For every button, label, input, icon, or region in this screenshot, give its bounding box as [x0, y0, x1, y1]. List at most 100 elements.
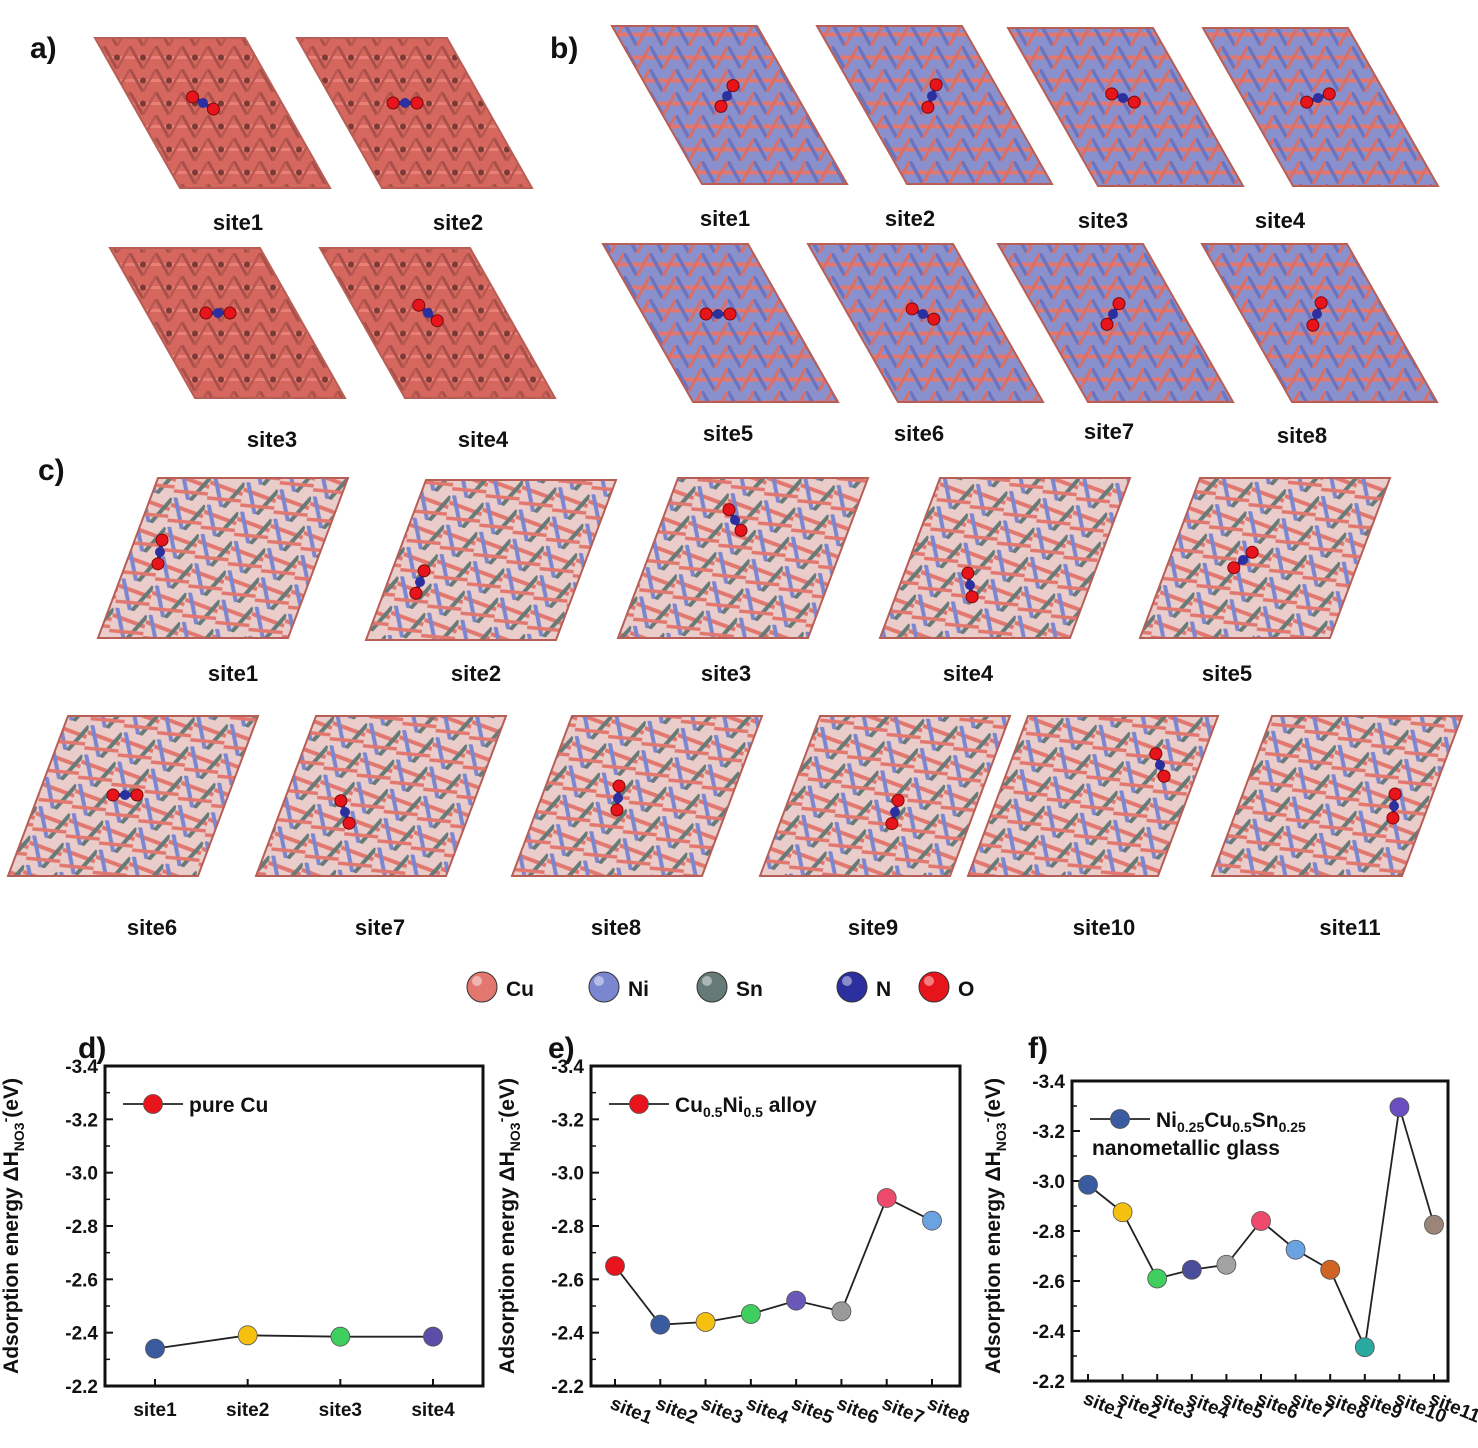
chart-0: d) -2.2 -2.4 -2.6 -2.8 -3.0 -3.2 -3.4 Adsorption…	[0, 1032, 485, 1421]
glass-structure-site3	[616, 477, 870, 639]
site-label-c: site11	[1319, 915, 1380, 940]
y-tick-label: -3.2	[65, 1110, 98, 1131]
cuni-structure-site6	[806, 243, 1045, 403]
site-label-b: site5	[703, 421, 753, 446]
data-point-site5	[1216, 1254, 1237, 1275]
panel-label: f)	[1028, 1032, 1048, 1065]
cuni-structure-site7	[996, 243, 1235, 403]
atom-legend-label: O	[958, 978, 974, 1001]
y-tick-label: -2.8	[65, 1217, 98, 1238]
glass-structure-site4	[878, 477, 1132, 639]
y-tick-label: -2.2	[551, 1377, 584, 1398]
atom-legend-sn: Sn	[696, 971, 763, 1003]
atom-swatch	[918, 971, 950, 1003]
x-tick-label: site6	[834, 1393, 882, 1429]
glass-structure-site11	[1210, 715, 1464, 877]
x-tick-label: site1	[133, 1400, 177, 1421]
glass-structure-site1	[96, 477, 350, 639]
chart-legend: pure Cu	[123, 1094, 268, 1117]
atom-legend-n: N	[836, 971, 891, 1003]
data-point-site2	[237, 1325, 258, 1346]
atom-legend-label: Sn	[736, 978, 763, 1001]
data-point-site3	[695, 1312, 716, 1332]
data-point-site7	[1285, 1239, 1306, 1260]
data-point-site6	[1251, 1211, 1271, 1231]
series-line	[154, 1334, 433, 1350]
atom-swatch	[836, 971, 868, 1003]
site-label-c: site9	[848, 915, 898, 940]
glass-structure-site7	[254, 715, 508, 877]
legend-marker	[143, 1094, 163, 1114]
glass-structure-site2	[364, 479, 618, 641]
panel-label: d)	[78, 1032, 106, 1065]
chart-1: e) -2.2 -2.4 -2.6 -2.8 -3.0 -3.2 -3.4 Adsorption…	[493, 1032, 972, 1429]
site-label-b: site7	[1084, 419, 1134, 444]
data-point-site3	[1147, 1268, 1168, 1289]
data-point-site1	[145, 1338, 165, 1359]
y-tick-label: -3.4	[1032, 1072, 1065, 1093]
site-label-c: site10	[1073, 915, 1135, 940]
y-tick-label: -2.6	[65, 1270, 98, 1291]
x-tick-label: site3	[319, 1400, 362, 1421]
atom-legend-o: O	[918, 971, 974, 1003]
x-tick-label: site4	[743, 1393, 791, 1429]
site-label-a: site2	[433, 210, 483, 235]
pure-cu-structure-site1	[93, 37, 332, 189]
atom-legend-label: N	[876, 978, 891, 1001]
x-tick-label: site3	[698, 1393, 746, 1429]
y-axis-label: Adsorption energy ΔHNO3-(eV)	[493, 1078, 523, 1374]
legend-text: Cu0.5Ni0.5 alloy	[675, 1094, 817, 1120]
y-tick-label: -2.4	[1032, 1322, 1065, 1343]
data-point-site8	[922, 1210, 942, 1231]
data-point-site6	[831, 1301, 852, 1322]
y-axis-label: Adsorption energy ΔHNO3-(eV)	[0, 1078, 27, 1374]
data-point-site4	[740, 1304, 761, 1324]
site-label-c: site8	[591, 915, 641, 940]
data-point-site11	[1424, 1214, 1444, 1235]
site-label-c: site4	[943, 661, 994, 686]
cuni-structure-site1	[610, 25, 849, 185]
y-tick-label: -2.8	[1032, 1222, 1065, 1243]
site-label-a: site4	[458, 427, 509, 452]
cuni-structure-site3	[1006, 27, 1245, 187]
cuni-structure-site8	[1200, 243, 1439, 403]
y-axis-label: Adsorption energy ΔHNO3-(eV)	[979, 1078, 1009, 1374]
data-point-site3	[330, 1326, 351, 1347]
data-point-site7	[876, 1188, 897, 1208]
legend-marker	[1110, 1109, 1130, 1129]
site-label-b: site6	[894, 421, 944, 446]
legend-marker	[629, 1094, 649, 1114]
site-label-c: site7	[355, 915, 405, 940]
chart-2: f) -2.2 -2.4 -2.6 -2.8 -3.0 -3.2 -3.4 Adsorption…	[979, 1032, 1478, 1428]
x-tick-label: site2	[226, 1400, 269, 1421]
data-point-site10	[1389, 1097, 1410, 1118]
series-line	[614, 1196, 933, 1326]
y-tick-label: -2.8	[551, 1217, 584, 1238]
data-point-site1	[1078, 1174, 1098, 1195]
site-label-b: site3	[1078, 208, 1128, 233]
panel-label-b: b)	[550, 32, 578, 65]
site-label-a: site1	[213, 210, 263, 235]
x-tick-label: site5	[788, 1393, 836, 1429]
data-point-site4	[423, 1326, 443, 1347]
atom-swatch	[466, 971, 498, 1003]
site-label-b: site1	[700, 206, 750, 231]
glass-structure-site6	[6, 715, 260, 877]
atom-swatch	[588, 971, 620, 1003]
cuni-structure-site4	[1201, 27, 1440, 187]
data-point-site2	[650, 1314, 671, 1335]
site-label-b: site2	[885, 206, 935, 231]
glass-structure-site8	[510, 715, 764, 877]
data-point-site1	[605, 1256, 625, 1276]
y-tick-label: -3.0	[1032, 1172, 1065, 1193]
data-point-site2	[1112, 1202, 1133, 1223]
site-label-c: site3	[701, 661, 751, 686]
panel-label: e)	[548, 1032, 575, 1065]
y-tick-label: -3.2	[1032, 1122, 1065, 1143]
y-tick-label: -2.2	[1032, 1372, 1065, 1393]
y-tick-label: -2.4	[551, 1324, 584, 1345]
legend-text-2: nanometallic glass	[1092, 1137, 1280, 1160]
x-tick-label: site2	[652, 1393, 700, 1429]
data-point-site5	[786, 1290, 807, 1311]
